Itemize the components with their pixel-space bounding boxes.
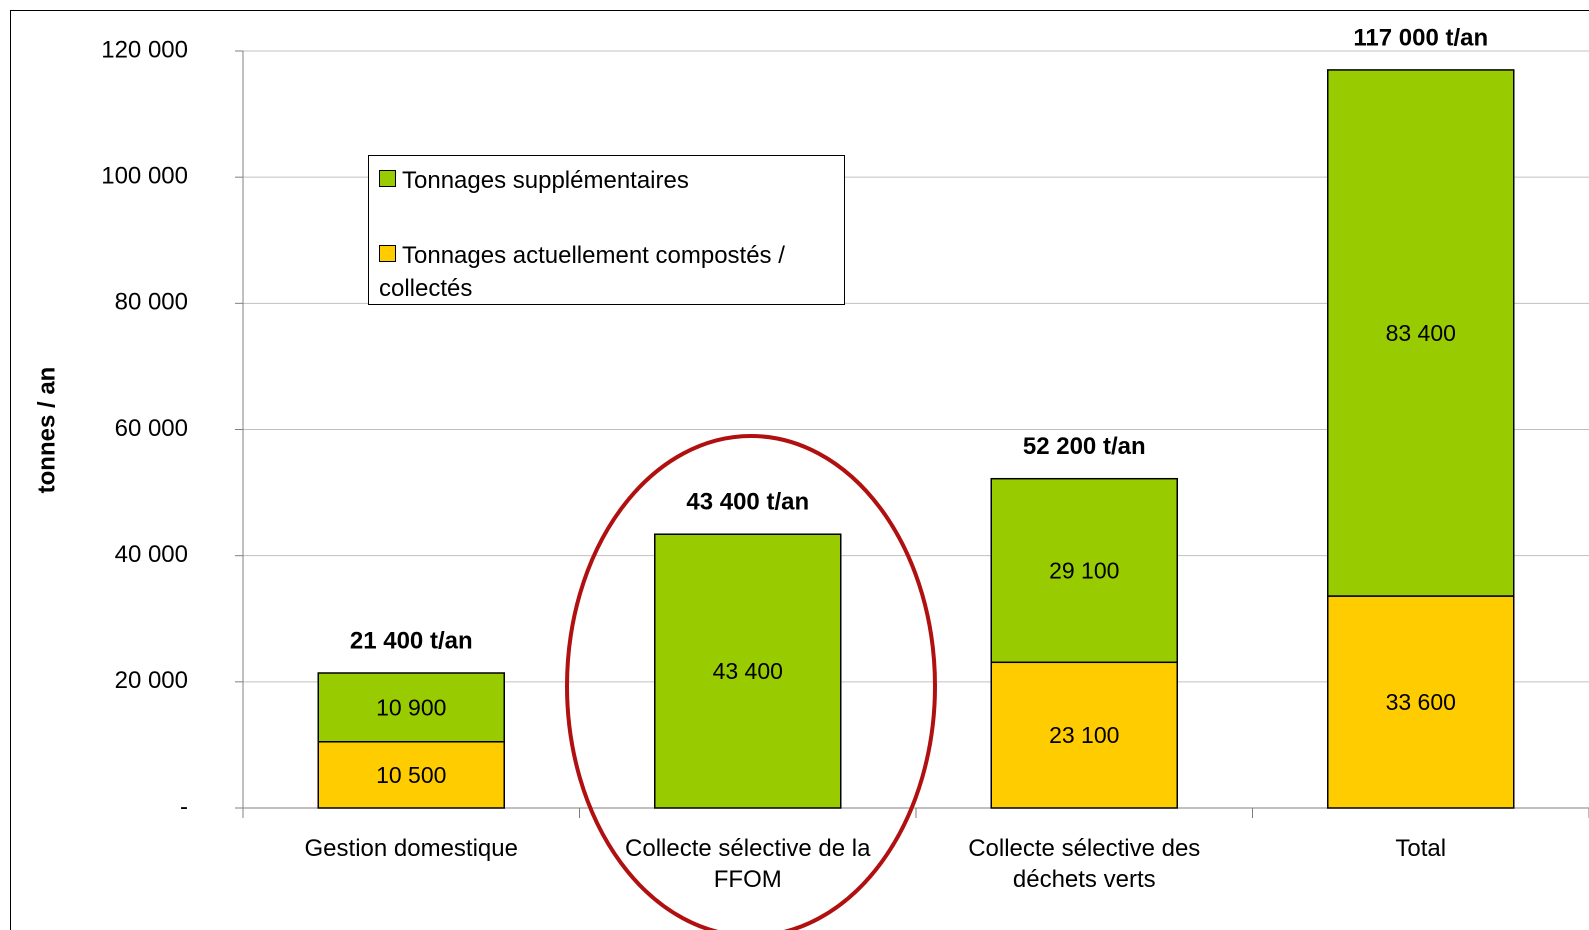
y-axis-label: tonnes / an xyxy=(33,367,60,494)
bar-segment xyxy=(317,741,505,809)
data-label: 33 600 xyxy=(1386,689,1456,715)
y-tick-label: 100 000 xyxy=(101,163,188,190)
total-label: 52 200 t/an xyxy=(1023,433,1146,460)
x-tick-label: Collecte sélective de la FFOM xyxy=(625,835,871,893)
y-tick-label: 40 000 xyxy=(115,541,188,568)
data-label: 10 900 xyxy=(376,694,446,720)
bar-segment xyxy=(1327,595,1515,809)
chart-border xyxy=(10,10,1589,930)
total-label: 43 400 t/an xyxy=(686,489,809,516)
total-label: 21 400 t/an xyxy=(350,627,473,654)
bar-segment xyxy=(317,672,505,743)
y-tick-label: 60 000 xyxy=(115,415,188,442)
legend-item: Tonnages actuellement compostés / collec… xyxy=(379,239,839,305)
legend-label: Tonnages actuellement compostés / collec… xyxy=(379,242,785,302)
x-tick-label: Collecte sélective des déchets verts xyxy=(968,835,1201,893)
bar-segment xyxy=(990,477,1178,664)
highlight-ellipse xyxy=(565,434,937,930)
legend-swatch xyxy=(379,170,396,187)
data-label: 43 400 xyxy=(713,658,783,684)
legend-swatch xyxy=(379,245,396,262)
data-label: 29 100 xyxy=(1049,558,1119,584)
y-tick-label: - xyxy=(180,793,188,820)
data-label: 23 100 xyxy=(1049,722,1119,748)
y-tick-label: 120 000 xyxy=(101,36,188,63)
bar-segment xyxy=(1327,69,1515,597)
legend: Tonnages supplémentaires Tonnages actuell… xyxy=(368,155,845,305)
x-tick-label: Gestion domestique xyxy=(304,835,518,862)
y-tick-label: 80 000 xyxy=(115,289,188,316)
data-label: 10 500 xyxy=(376,762,446,788)
y-tick-label: 20 000 xyxy=(115,667,188,694)
x-tick-label: Total xyxy=(1395,835,1447,862)
legend-label: Tonnages supplémentaires xyxy=(402,167,689,194)
bar-segment xyxy=(654,533,842,809)
total-label: 117 000 t/an xyxy=(1353,24,1488,51)
legend-item: Tonnages supplémentaires xyxy=(379,164,839,197)
data-label: 83 400 xyxy=(1386,320,1456,346)
